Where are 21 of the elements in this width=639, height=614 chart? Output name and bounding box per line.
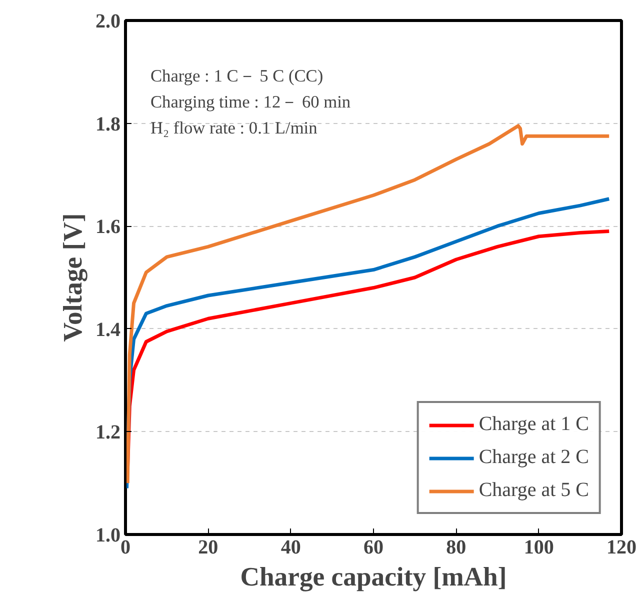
x-tick-label: 120 <box>606 536 636 558</box>
y-tick-label: 1.6 <box>96 216 120 238</box>
annotation: H₂ flow rate : 0.1 L/min <box>150 118 318 138</box>
legend-label: Charge at 2 C <box>478 446 589 469</box>
y-tick-label: 1.8 <box>96 113 120 136</box>
y-tick-label: 1.4 <box>96 318 120 341</box>
x-tick-label: 20 <box>198 536 218 558</box>
annotation: Charging time : 12－ 60 min <box>150 92 351 112</box>
x-tick-label: 0 <box>120 536 130 558</box>
y-tick-label: 1.0 <box>96 524 120 546</box>
y-axis-title: Voltage [V] <box>58 213 88 342</box>
x-tick-label: 40 <box>280 536 301 558</box>
y-tick-label: 1.2 <box>96 422 120 444</box>
annotation: Charge : 1 C－ 5 C (CC) <box>150 66 324 86</box>
x-tick-label: 80 <box>446 536 466 558</box>
legend-label: Charge at 1 C <box>478 413 589 436</box>
y-tick-label: 2.0 <box>96 10 120 32</box>
legend-label: Charge at 5 C <box>478 479 589 502</box>
x-axis-title: Charge capacity [mAh] <box>240 562 507 592</box>
x-tick-label: 60 <box>364 536 384 558</box>
x-tick-label: 100 <box>524 536 554 558</box>
